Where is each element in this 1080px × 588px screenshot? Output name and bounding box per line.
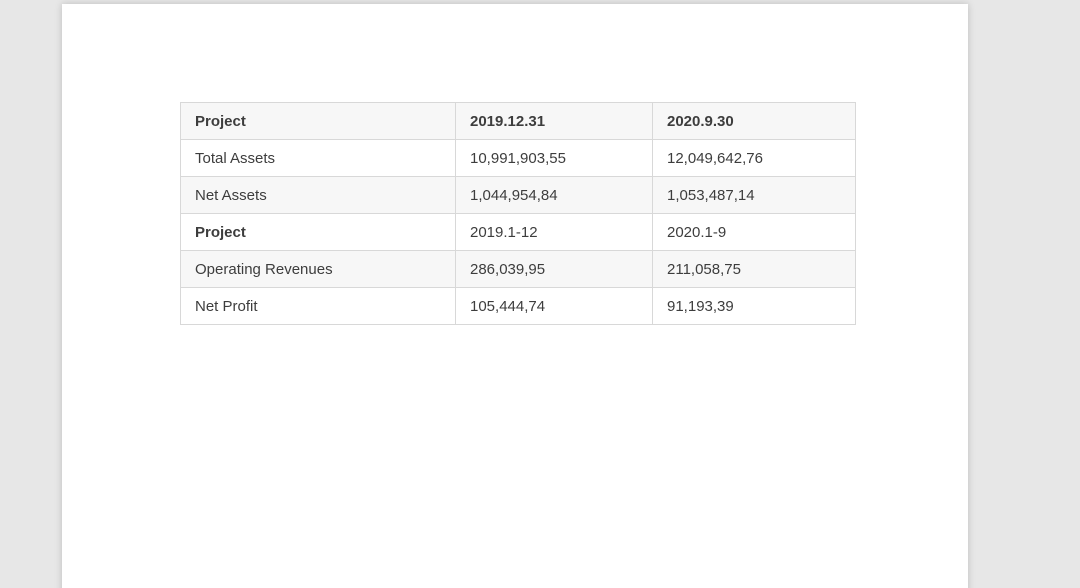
- row-value: 286,039,95: [455, 250, 653, 288]
- header-cell-2020: 2020.9.30: [652, 102, 856, 140]
- header-cell-2019: 2019.12.31: [455, 102, 653, 140]
- document-page: Project 2019.12.31 2020.9.30 Total Asset…: [62, 4, 968, 588]
- table-body: Total Assets 10,991,903,55 12,049,642,76…: [180, 139, 856, 325]
- row-value: 2019.1-12: [455, 213, 653, 251]
- row-value: 10,991,903,55: [455, 139, 653, 177]
- row-value: 2020.1-9: [652, 213, 856, 251]
- table-row-period-subheader: Project 2019.1-12 2020.1-9: [180, 213, 856, 251]
- table-row-net-assets: Net Assets 1,044,954,84 1,053,487,14: [180, 176, 856, 214]
- table-row-net-profit: Net Profit 105,444,74 91,193,39: [180, 287, 856, 325]
- row-value: 105,444,74: [455, 287, 653, 325]
- row-label: Net Profit: [180, 287, 456, 325]
- row-label: Project: [180, 213, 456, 251]
- table-header: Project 2019.12.31 2020.9.30: [180, 102, 856, 140]
- table-row-total-assets: Total Assets 10,991,903,55 12,049,642,76: [180, 139, 856, 177]
- row-label: Total Assets: [180, 139, 456, 177]
- row-value: 1,053,487,14: [652, 176, 856, 214]
- row-value: 12,049,642,76: [652, 139, 856, 177]
- table-row-operating-revenues: Operating Revenues 286,039,95 211,058,75: [180, 250, 856, 288]
- financial-summary-table: Project 2019.12.31 2020.9.30 Total Asset…: [180, 102, 856, 325]
- row-label: Operating Revenues: [180, 250, 456, 288]
- header-cell-project: Project: [180, 102, 456, 140]
- row-value: 91,193,39: [652, 287, 856, 325]
- row-value: 1,044,954,84: [455, 176, 653, 214]
- header-row: Project 2019.12.31 2020.9.30: [180, 102, 856, 140]
- row-label: Net Assets: [180, 176, 456, 214]
- row-value: 211,058,75: [652, 250, 856, 288]
